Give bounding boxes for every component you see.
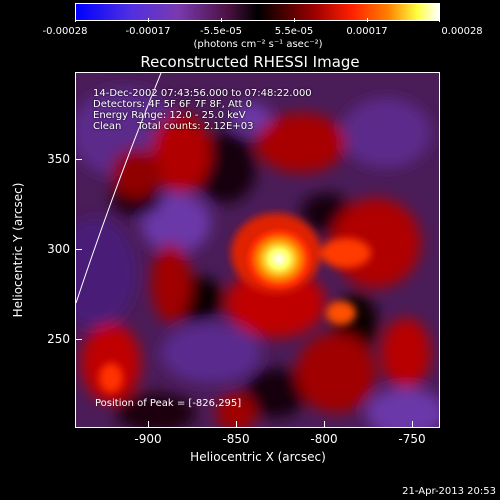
rhessi-image [75,72,440,428]
y-axis-label: Heliocentric Y (arcsec) [11,182,25,318]
colorbar-tick [439,18,440,22]
solar-limb [76,73,162,304]
timestamp-footer: 21-Apr-2013 20:53 [402,486,496,497]
colorbar-label: 0.00017 [346,26,388,37]
info-line-time: 14-Dec-2002 07:43:56.000 to 07:48:22.000 [93,88,312,99]
colorbar-label: 0.00028 [441,26,483,37]
colorbar-tick [294,18,295,22]
colorbar-tick [221,18,222,22]
colorbar-label: -0.00017 [125,26,171,37]
x-tick-mark [236,421,237,428]
y-tick-mark [75,339,82,340]
colorbar-unit: (photons cm⁻² s⁻¹ asec⁻²) [193,39,323,50]
y-tick-label: 300 [47,242,70,256]
x-tick-mark [324,421,325,428]
image-title: Reconstructed RHESSI Image [140,53,360,71]
x-axis-label: Heliocentric X (arcsec) [190,450,326,464]
colorbar-label: 5.5e-05 [274,26,314,37]
y-tick-mark [75,159,82,160]
x-tick-mark [412,421,413,428]
x-tick-label: -750 [398,432,426,446]
x-tick-mark [148,421,149,428]
colorbar-label: -5.5e-05 [200,26,242,37]
colorbar-tick [367,18,368,22]
y-tick-label: 250 [47,332,70,346]
colorbar-tick [75,18,76,22]
colorbar-tick [148,18,149,22]
colorbar-label: -0.00028 [42,26,88,37]
info-line-energy: Energy Range: 12.0 - 25.0 keV [93,110,246,121]
colorbar [75,3,440,21]
info-line-counts: Clean Total counts: 2.12E+03 [93,121,254,132]
info-line-detectors: Detectors: 4F 5F 6F 7F 8F, Att 0 [93,99,253,110]
x-tick-label: -800 [310,432,338,446]
x-tick-label: -850 [222,432,250,446]
flare-peak [245,227,313,291]
peak-position: Position of Peak = [-826,295] [95,398,242,409]
image-map [76,73,439,427]
y-tick-mark [75,249,82,250]
y-tick-label: 350 [47,152,70,166]
x-tick-label: -900 [134,432,162,446]
